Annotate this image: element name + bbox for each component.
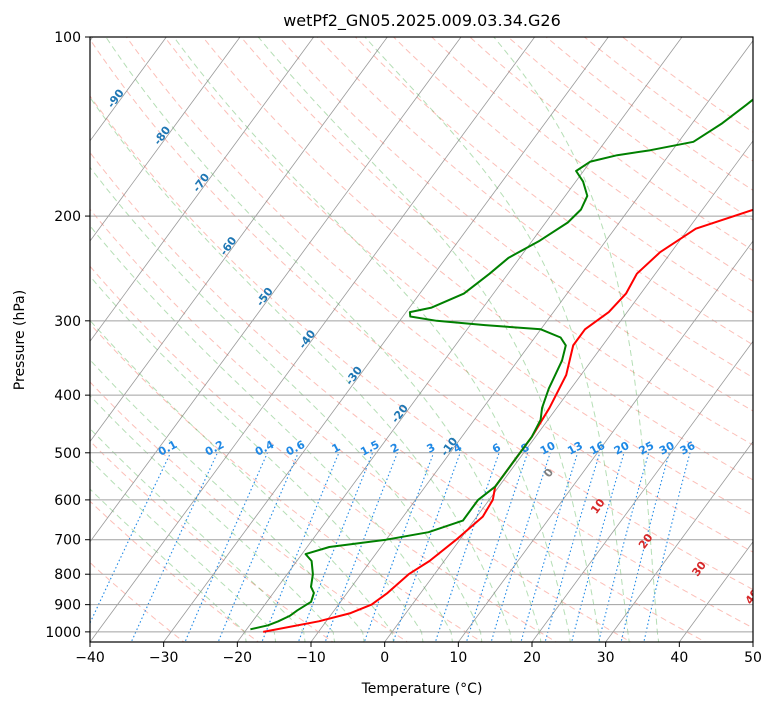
moist-adiabat <box>90 394 336 642</box>
x-axis: −40 −30 −20 −10 0 10 20 30 40 50 <box>75 642 762 666</box>
dry-adiabat <box>90 208 632 642</box>
y-tick-label: 900 <box>54 598 81 614</box>
mixing-ratio-label: 13 <box>565 439 585 458</box>
y-tick-label: 1000 <box>45 625 81 641</box>
x-tick-label: 30 <box>597 650 615 666</box>
x-tick-label: 10 <box>449 650 467 666</box>
y-tick-label: 800 <box>54 567 81 583</box>
isotherm-line <box>384 140 753 642</box>
moist-adiabat <box>90 275 424 642</box>
mixing-ratio-line <box>620 452 670 642</box>
x-tick-label: 20 <box>523 650 541 666</box>
x-tick-label: 0 <box>380 650 389 666</box>
mixing-ratio-line <box>324 452 398 642</box>
y-tick-label: 500 <box>54 446 81 462</box>
moist-adiabat <box>364 37 630 642</box>
x-tick-label: −20 <box>223 650 253 666</box>
moist-adiabat <box>173 37 571 642</box>
x-tick-label: −10 <box>296 650 326 666</box>
mixing-ratio-label: 36 <box>678 439 698 458</box>
dry-adiabat <box>316 37 753 379</box>
mixing-ratio-line <box>598 452 650 642</box>
isotherm-line <box>605 440 753 642</box>
dry-adiabat <box>202 37 753 481</box>
profile-line <box>263 208 753 633</box>
x-axis-title: Temperature (°C) <box>361 681 483 697</box>
mixing-ratio-line <box>571 452 625 642</box>
x-tick-label: 40 <box>670 650 688 666</box>
isotherm-line <box>90 37 388 443</box>
dry-adiabat <box>125 37 753 553</box>
mixing-ratio-line <box>261 452 340 642</box>
profile-lines <box>250 98 753 633</box>
y-tick-label: 200 <box>54 209 81 225</box>
isotherm-line <box>90 37 241 242</box>
mixing-ratio-line <box>217 452 299 642</box>
moist-adiabat <box>257 37 601 642</box>
mixing-ratio-label: 30 <box>657 439 677 458</box>
isotherm-line <box>531 340 753 642</box>
mixing-ratio-line <box>465 452 529 642</box>
isotherm-line <box>163 37 609 642</box>
plot-frame <box>89 36 754 643</box>
moist-adiabat <box>90 319 395 642</box>
mixing-ratio-label: 25 <box>637 439 657 458</box>
x-tick-label: −40 <box>75 650 105 666</box>
isotherm-line <box>458 240 753 642</box>
y-axis: 100 200 300 400 500 600 700 800 900 1000 <box>45 30 90 641</box>
dry-adiabat <box>392 37 753 314</box>
dry-adiabat <box>90 38 753 591</box>
moist-adiabat <box>90 225 453 642</box>
warm-isotherm-label: 40 <box>743 586 763 606</box>
isotherm-line <box>90 37 314 342</box>
isotherm-line <box>310 39 753 642</box>
y-tick-label: 700 <box>54 533 81 549</box>
mixing-ratio-line <box>392 452 461 642</box>
y-axis-title: Pressure (hPa) <box>12 290 28 390</box>
isotherm-line <box>90 37 535 642</box>
dry-adiabat <box>90 323 483 642</box>
dry-adiabat <box>90 265 558 642</box>
y-tick-label: 600 <box>54 493 81 509</box>
dry-adiabat <box>90 151 707 642</box>
moist-adiabat <box>105 37 542 642</box>
y-tick-label: 300 <box>54 314 81 330</box>
profile-line <box>250 98 753 631</box>
y-tick-label: 100 <box>54 30 81 46</box>
moist-adiabat <box>493 37 660 642</box>
mixing-ratio-label: 20 <box>612 439 632 458</box>
mixing-ratio-line <box>297 452 374 642</box>
isotherm-line <box>237 37 683 642</box>
mixing-ratio-label: 16 <box>588 439 608 458</box>
moist-adiabat <box>90 458 277 642</box>
mixing-ratio-line <box>490 452 551 642</box>
moist-adiabat <box>90 166 483 642</box>
dry-adiabat <box>354 37 753 346</box>
isotherm-line <box>90 37 167 142</box>
mixing-ratio-line <box>184 452 268 642</box>
dry-adiabat <box>90 440 334 642</box>
moist-adiabat <box>90 427 306 642</box>
mixing-ratio-line <box>544 452 601 642</box>
y-tick-label: 400 <box>54 388 81 404</box>
mixing-ratio-line <box>520 452 579 642</box>
moist-adiabat <box>90 96 512 642</box>
mixing-ratio-line <box>363 452 435 642</box>
chart-title: wetPf2_GN05.2025.009.03.34.G26 <box>283 11 561 31</box>
moist-adiabat <box>90 359 365 642</box>
pressure-grid <box>90 37 753 633</box>
mixing-ratio-line <box>643 452 691 642</box>
x-tick-label: −30 <box>149 650 179 666</box>
mixing-ratio-label: 10 <box>538 439 558 458</box>
dry-adiabat <box>163 37 753 517</box>
x-tick-label: 50 <box>744 650 762 666</box>
